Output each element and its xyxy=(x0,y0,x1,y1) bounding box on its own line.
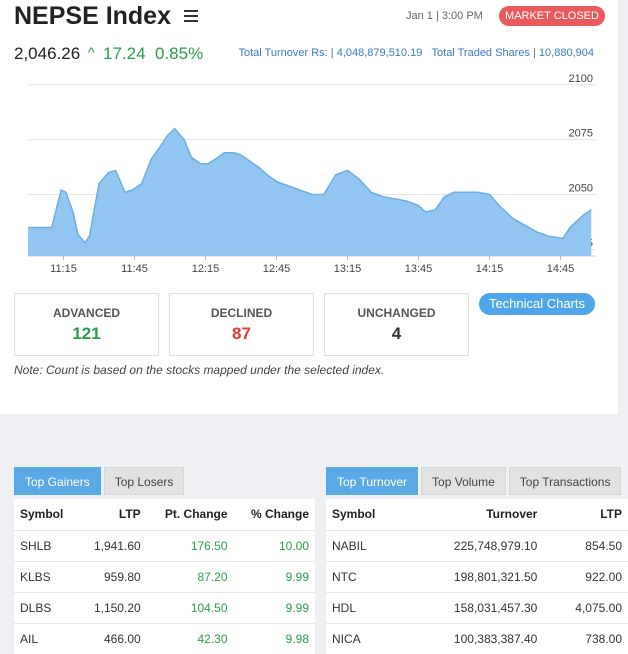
pct-change-cell: 9.99 xyxy=(233,592,315,624)
technical-charts-button[interactable]: Technical Charts xyxy=(479,293,595,315)
pct-change-cell: 10.00 xyxy=(233,530,315,562)
index-value: 2,046.26 xyxy=(14,44,81,63)
index-chart[interactable]: 210020752050202511:1511:4512:1512:4513:1… xyxy=(0,64,618,284)
ltp-cell: 922.00 xyxy=(543,561,628,593)
col-symbol[interactable]: Symbol xyxy=(14,499,79,531)
index-line-series xyxy=(28,127,592,245)
pt-change-cell: 87.20 xyxy=(146,561,234,593)
table-row[interactable]: AIL 466.00 42.30 9.98 xyxy=(14,623,315,654)
table-row[interactable]: NABIL 225,748,979.10 854.50 xyxy=(326,530,628,562)
symbol-cell[interactable]: KLBS xyxy=(14,561,79,593)
ltp-cell: 1,941.60 xyxy=(78,530,147,562)
x-tick-label: 11:15 xyxy=(50,263,77,275)
index-card: NEPSE Index Jan 1 | 3:00 PM MARKET CLOSE… xyxy=(0,0,618,414)
x-tick-label: 14:15 xyxy=(476,263,504,275)
advanced-box: ADVANCED 121 xyxy=(14,293,159,356)
turnover-table-card: Symbol Turnover LTP NABIL 225,748,979.10… xyxy=(326,499,628,654)
table-header-row: Symbol Turnover LTP xyxy=(326,499,628,531)
tab-top-losers[interactable]: Top Losers xyxy=(103,467,185,495)
menu-icon[interactable] xyxy=(184,10,198,22)
declined-count: 87 xyxy=(232,324,251,343)
page-title: NEPSE Index xyxy=(14,2,171,30)
ltp-cell: 959.80 xyxy=(78,561,147,593)
ltp-cell: 466.00 xyxy=(78,623,147,654)
gainers-table-card: Symbol LTP Pt. Change % Change SHLB 1,94… xyxy=(14,499,315,654)
symbol-cell[interactable]: SHLB xyxy=(14,530,79,562)
pt-change-cell: 104.50 xyxy=(146,592,234,624)
market-status-badge: MARKET CLOSED xyxy=(499,6,605,26)
col-pct-change[interactable]: % Change xyxy=(233,499,315,531)
y-tick-label: 2100 xyxy=(569,73,593,85)
ltp-cell: 738.00 xyxy=(543,623,628,654)
gainers-tabs: Top Gainers Top Losers xyxy=(14,467,185,495)
advanced-label: ADVANCED xyxy=(52,306,121,320)
table-row[interactable]: HDL 158,031,457.30 4,075.00 xyxy=(326,592,628,624)
tab-top-transactions[interactable]: Top Transactions xyxy=(508,467,622,495)
symbol-cell[interactable]: HDL xyxy=(326,592,406,624)
tab-top-gainers[interactable]: Top Gainers xyxy=(14,467,101,495)
x-tick-label: 11:45 xyxy=(121,263,148,275)
market-datetime: Jan 1 | 3:00 PM xyxy=(406,10,483,22)
symbol-cell[interactable]: NICA xyxy=(326,623,406,654)
x-tick-label: 12:45 xyxy=(263,263,291,275)
tab-top-turnover[interactable]: Top Turnover xyxy=(326,467,419,495)
count-note: Note: Count is based on the stocks mappe… xyxy=(14,363,385,377)
tab-top-volume[interactable]: Top Volume xyxy=(421,467,506,495)
symbol-cell[interactable]: DLBS xyxy=(14,592,79,624)
pt-change-cell: 42.30 xyxy=(146,623,234,654)
x-tick-label: 13:45 xyxy=(405,263,433,275)
unchanged-box: UNCHANGED 4 xyxy=(324,293,469,356)
y-tick-label: 2050 xyxy=(569,183,593,195)
symbol-cell[interactable]: AIL xyxy=(14,623,79,654)
col-ltp[interactable]: LTP xyxy=(543,499,628,531)
pt-change-cell: 176.50 xyxy=(146,530,234,562)
x-tick-label: 14:45 xyxy=(547,263,575,275)
unchanged-count: 4 xyxy=(391,324,402,343)
turnover-table: Symbol Turnover LTP NABIL 225,748,979.10… xyxy=(326,499,628,654)
declined-box: DECLINED 87 xyxy=(169,293,314,356)
percent-change: 0.85% xyxy=(155,44,204,63)
pct-change-cell: 9.98 xyxy=(233,623,315,654)
ltp-cell: 854.50 xyxy=(543,530,628,562)
turnover-tabs: Top Turnover Top Volume Top Transactions xyxy=(326,467,622,495)
table-row[interactable]: DLBS 1,150.20 104.50 9.99 xyxy=(14,592,315,624)
col-turnover[interactable]: Turnover xyxy=(405,499,544,531)
col-symbol[interactable]: Symbol xyxy=(326,499,406,531)
pct-change-cell: 9.99 xyxy=(233,561,315,593)
turnover-cell: 198,801,321.50 xyxy=(405,561,544,593)
turnover-cell: 225,748,979.10 xyxy=(405,530,544,562)
unchanged-label: UNCHANGED xyxy=(357,306,436,320)
x-tick-label: 13:15 xyxy=(334,263,362,275)
table-row[interactable]: NTC 198,801,321.50 922.00 xyxy=(326,561,628,593)
up-arrow-icon: ^ xyxy=(88,44,95,60)
total-turnover: Total Turnover Rs: | 4,048,879,510.19 xyxy=(238,47,423,59)
y-tick-label: 2075 xyxy=(569,128,593,140)
turnover-cell: 100,383,387.40 xyxy=(405,623,544,654)
total-traded-shares: Total Traded Shares | 10,880,904 xyxy=(431,47,594,59)
ltp-cell: 1,150.20 xyxy=(78,592,147,624)
table-row[interactable]: SHLB 1,941.60 176.50 10.00 xyxy=(14,530,315,562)
advanced-count: 121 xyxy=(72,324,101,343)
symbol-cell[interactable]: NABIL xyxy=(326,530,406,562)
ltp-cell: 4,075.00 xyxy=(543,592,628,624)
table-header-row: Symbol LTP Pt. Change % Change xyxy=(14,499,315,531)
x-tick-label: 12:15 xyxy=(192,263,220,275)
col-ltp[interactable]: LTP xyxy=(78,499,147,531)
index-area-series xyxy=(28,128,592,256)
turnover-cell: 158,031,457.30 xyxy=(405,592,544,624)
symbol-cell[interactable]: NTC xyxy=(326,561,406,593)
turnover-summary: Total Turnover Rs: | 4,048,879,510.19 To… xyxy=(238,47,594,59)
col-pt-change[interactable]: Pt. Change xyxy=(146,499,234,531)
declined-label: DECLINED xyxy=(210,306,273,320)
gainers-table: Symbol LTP Pt. Change % Change SHLB 1,94… xyxy=(14,499,315,654)
table-row[interactable]: NICA 100,383,387.40 738.00 xyxy=(326,623,628,654)
point-change: 17.24 xyxy=(103,44,146,63)
table-row[interactable]: KLBS 959.80 87.20 9.99 xyxy=(14,561,315,593)
